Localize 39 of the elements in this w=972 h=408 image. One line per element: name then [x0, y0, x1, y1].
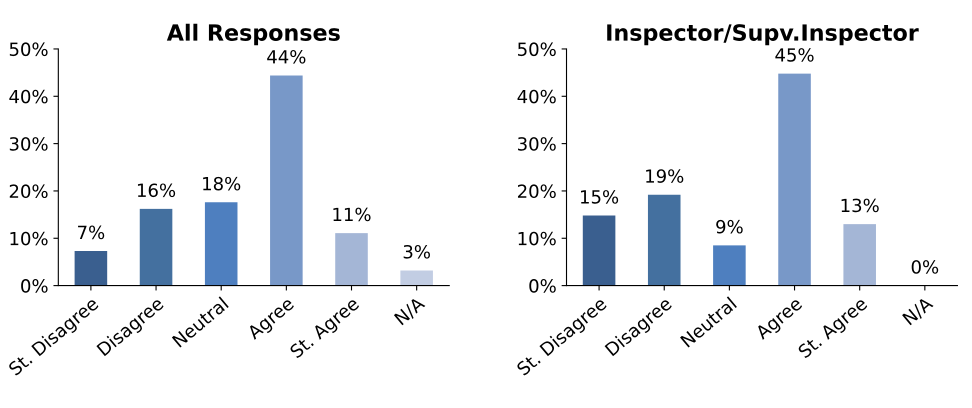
data-label: 18% [203, 176, 240, 190]
y-tick-label: 0% [529, 279, 556, 293]
bar [648, 194, 681, 286]
bar [74, 251, 108, 286]
y-tick-label: 10% [518, 232, 556, 246]
y-tick-label: 50% [10, 42, 48, 56]
bar [713, 245, 746, 286]
data-label: 7% [78, 226, 104, 240]
y-tick-label: 30% [518, 137, 556, 151]
y-tick-label: 30% [10, 137, 48, 151]
bar [843, 224, 876, 286]
data-label: 13% [842, 198, 879, 212]
data-label: 45% [775, 48, 814, 62]
y-tick-label: 10% [10, 232, 48, 246]
data-label: 16% [138, 183, 176, 198]
bar [204, 202, 238, 286]
x-tick-label: N/A [902, 296, 935, 327]
chart-title: All Responses [166, 24, 340, 46]
y-tick-label: 50% [518, 42, 556, 56]
y-tick-label: 40% [9, 90, 48, 104]
chart-title: Inspector/Supv.Inspector [607, 24, 919, 46]
data-label: 0% [912, 260, 938, 274]
data-label: 15% [581, 190, 618, 204]
data-label: 9% [716, 220, 743, 234]
bar [778, 74, 811, 286]
data-label: 44% [267, 50, 306, 64]
x-tick-label: N/A [394, 296, 426, 327]
bar [270, 75, 303, 286]
bar [140, 208, 172, 286]
bar [582, 216, 616, 286]
y-tick-label: 40% [518, 90, 556, 104]
y-tick-label: 20% [518, 184, 556, 198]
y-tick-label: 0% [21, 279, 48, 293]
y-tick-label: 20% [10, 184, 48, 198]
bar [400, 270, 433, 286]
bar [335, 233, 368, 286]
data-label: 19% [646, 169, 684, 183]
data-label: 11% [333, 208, 371, 222]
data-label: 3% [404, 244, 430, 259]
